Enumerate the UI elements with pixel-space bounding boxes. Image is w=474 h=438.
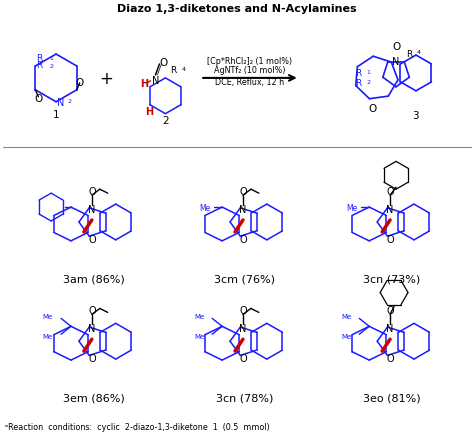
Text: N: N — [57, 98, 65, 107]
Text: O: O — [386, 353, 394, 363]
Text: 1: 1 — [53, 110, 59, 120]
Text: 2: 2 — [366, 80, 370, 85]
Text: 3eo (81%): 3eo (81%) — [363, 393, 421, 403]
Text: R: R — [406, 49, 412, 58]
Text: H: H — [140, 79, 149, 88]
Text: O: O — [34, 94, 43, 103]
Text: 3cn (78%): 3cn (78%) — [216, 393, 273, 403]
Text: DCE, Reflux, 12 h: DCE, Reflux, 12 h — [215, 78, 284, 87]
Text: Me: Me — [341, 333, 351, 339]
Text: 3am (86%): 3am (86%) — [63, 274, 125, 284]
Text: 1: 1 — [49, 56, 53, 61]
Text: N: N — [386, 324, 394, 334]
Text: [Cp*RhCl₂]₂ (1 mol%): [Cp*RhCl₂]₂ (1 mol%) — [207, 57, 292, 65]
Text: O: O — [75, 78, 84, 88]
Text: N: N — [239, 205, 246, 215]
Text: Diazo 1,3-diketones and N-Acylamines: Diazo 1,3-diketones and N-Acylamines — [117, 4, 357, 14]
Text: Me: Me — [43, 333, 53, 339]
Text: +: + — [99, 70, 113, 88]
Text: 3: 3 — [413, 110, 419, 120]
Text: N: N — [88, 205, 96, 215]
Text: ᵃReaction  conditions:  cyclic  2-diazo-1,3-diketone  1  (0.5  mmol): ᵃReaction conditions: cyclic 2-diazo-1,3… — [5, 422, 270, 431]
Text: O: O — [159, 58, 167, 68]
Text: Me: Me — [43, 314, 53, 320]
Text: Me: Me — [199, 203, 210, 212]
Text: O: O — [88, 353, 96, 363]
Text: Me: Me — [346, 203, 357, 212]
Text: 2: 2 — [68, 99, 72, 103]
Text: 4: 4 — [182, 67, 185, 72]
Text: 4: 4 — [417, 50, 421, 55]
Text: O: O — [239, 234, 247, 244]
Text: 3em (86%): 3em (86%) — [63, 393, 125, 403]
Text: H: H — [146, 106, 154, 117]
Text: Me: Me — [341, 314, 351, 320]
Text: R: R — [36, 61, 42, 71]
Text: R: R — [355, 69, 361, 78]
Text: O: O — [386, 187, 394, 197]
Text: N: N — [392, 57, 400, 67]
Text: 1: 1 — [366, 70, 370, 75]
Text: R: R — [170, 66, 176, 75]
Text: N: N — [239, 324, 246, 334]
Text: 3cm (76%): 3cm (76%) — [214, 274, 275, 284]
Text: R: R — [36, 53, 42, 62]
Text: O: O — [392, 42, 400, 52]
Text: N: N — [152, 76, 159, 86]
Text: O: O — [88, 234, 96, 244]
Text: 3cn (73%): 3cn (73%) — [364, 274, 421, 284]
Text: O: O — [239, 306, 247, 316]
Text: O: O — [386, 306, 394, 316]
Text: Me: Me — [194, 333, 204, 339]
Text: N: N — [88, 324, 96, 334]
Text: O: O — [239, 353, 247, 363]
Text: AgNTf₂ (10 mol%): AgNTf₂ (10 mol%) — [214, 66, 286, 75]
Text: Me: Me — [194, 314, 204, 320]
Text: N: N — [386, 205, 394, 215]
Text: 2: 2 — [49, 64, 53, 69]
Text: O: O — [368, 103, 376, 113]
Text: 2: 2 — [162, 115, 169, 125]
Text: O: O — [386, 234, 394, 244]
Text: O: O — [88, 306, 96, 316]
Text: R: R — [355, 79, 361, 88]
Text: O: O — [239, 187, 247, 197]
Text: O: O — [88, 187, 96, 197]
